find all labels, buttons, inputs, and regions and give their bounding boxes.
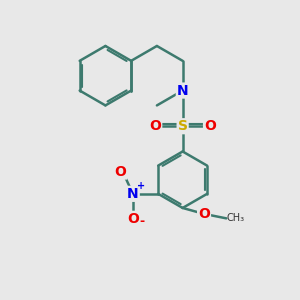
Text: N: N bbox=[127, 187, 139, 201]
Text: CH₃: CH₃ bbox=[227, 213, 245, 224]
Text: +: + bbox=[137, 181, 145, 190]
Text: O: O bbox=[115, 164, 126, 178]
Text: N: N bbox=[177, 84, 188, 98]
Text: O: O bbox=[204, 119, 216, 133]
Text: O: O bbox=[198, 207, 210, 221]
Text: O: O bbox=[149, 119, 161, 133]
Text: S: S bbox=[178, 119, 188, 133]
Text: O: O bbox=[127, 212, 139, 226]
Text: -: - bbox=[140, 215, 145, 228]
